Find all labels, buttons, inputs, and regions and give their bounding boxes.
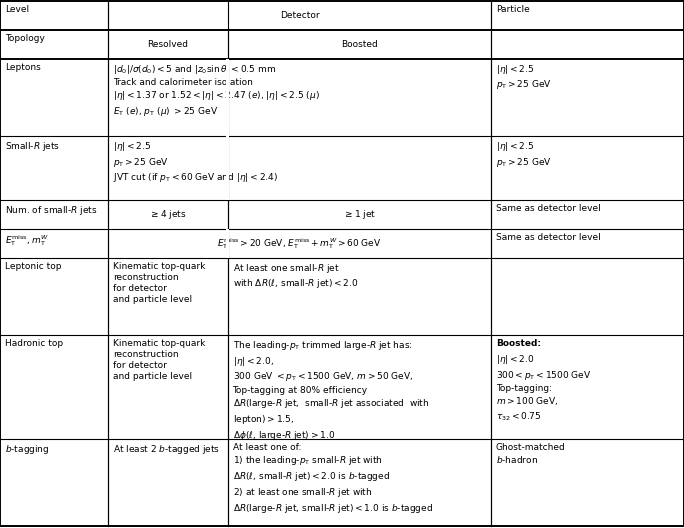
Text: Boosted:: Boosted:: [496, 339, 541, 348]
Text: $|\eta| < 2.5$
$p_{\mathrm{T}} > 25$ GeV: $|\eta| < 2.5$ $p_{\mathrm{T}} > 25$ GeV: [496, 140, 552, 169]
Text: Num. of small-$R$ jets: Num. of small-$R$ jets: [5, 204, 97, 216]
Text: Leptons: Leptons: [5, 62, 40, 71]
Text: Same as detector level: Same as detector level: [496, 204, 601, 213]
Text: Kinematic top-quark
reconstruction
for detector
and particle level: Kinematic top-quark reconstruction for d…: [113, 339, 205, 381]
Bar: [226, 59, 229, 136]
Text: Detector: Detector: [280, 11, 319, 20]
Text: At least 2 $b$-tagged jets: At least 2 $b$-tagged jets: [113, 443, 220, 456]
Text: $\geq 1$ jet: $\geq 1$ jet: [343, 208, 376, 221]
Text: Kinematic top-quark
reconstruction
for detector
and particle level: Kinematic top-quark reconstruction for d…: [113, 261, 205, 304]
Text: $|\eta| < 2.5$
$p_{\mathrm{T}} > 25$ GeV: $|\eta| < 2.5$ $p_{\mathrm{T}} > 25$ GeV: [496, 62, 552, 91]
Text: Boosted: Boosted: [341, 40, 378, 49]
Text: $E_{\mathrm{T}}^{\mathrm{miss}} > 20$ GeV, $E_{\mathrm{T}}^{\mathrm{miss}} + m_{: $E_{\mathrm{T}}^{\mathrm{miss}} > 20$ Ge…: [218, 236, 382, 251]
Text: $|\eta| < 2.0$
$300 < p_{\mathrm{T}} < 1500$ GeV
Top-tagging:
$m > 100$ GeV,
$\t: $|\eta| < 2.0$ $300 < p_{\mathrm{T}} < 1…: [496, 353, 592, 422]
Text: At least one of:
1) the leading-$p_{\mathrm{T}}$ small-$R$ jet with
$\Delta R(\e: At least one of: 1) the leading-$p_{\mat…: [233, 443, 432, 515]
Text: $\geq 4$ jets: $\geq 4$ jets: [149, 208, 187, 221]
Text: The leading-$p_{\mathrm{T}}$ trimmed large-$R$ jet has:
$|\eta| < 2.0$,
$300$ Ge: The leading-$p_{\mathrm{T}}$ trimmed lar…: [233, 339, 429, 441]
Text: Level: Level: [5, 5, 29, 14]
Text: $|\eta| < 2.5$
$p_{\mathrm{T}} > 25$ GeV
JVT cut (if $p_{\mathrm{T}} < 60$ GeV a: $|\eta| < 2.5$ $p_{\mathrm{T}} > 25$ GeV…: [113, 140, 278, 184]
Text: Ghost-matched
$b$-hadron: Ghost-matched $b$-hadron: [496, 443, 566, 466]
Text: Topology: Topology: [5, 34, 44, 43]
Text: Small-$R$ jets: Small-$R$ jets: [5, 140, 60, 153]
Text: $|d_0|/\sigma(d_0) < 5$ and $|z_0 \sin\theta| < 0.5$ mm
Track and calorimeter is: $|d_0|/\sigma(d_0) < 5$ and $|z_0 \sin\t…: [113, 62, 319, 118]
Text: At least one small-$R$ jet
with $\Delta R(\ell$, small-$R$ jet$) < 2.0$: At least one small-$R$ jet with $\Delta …: [233, 261, 358, 290]
Text: Same as detector level: Same as detector level: [496, 233, 601, 242]
Text: Particle: Particle: [496, 5, 529, 14]
Text: $E_{\mathrm{T}}^{\mathrm{miss}}$, $m_{\mathrm{T}}^{W}$: $E_{\mathrm{T}}^{\mathrm{miss}}$, $m_{\m…: [5, 233, 49, 248]
Text: Resolved: Resolved: [148, 40, 188, 49]
Text: Leptonic top: Leptonic top: [5, 261, 62, 270]
Bar: [226, 229, 229, 258]
Bar: [226, 136, 229, 200]
Text: $b$-tagging: $b$-tagging: [5, 443, 49, 456]
Text: Hadronic top: Hadronic top: [5, 339, 63, 348]
